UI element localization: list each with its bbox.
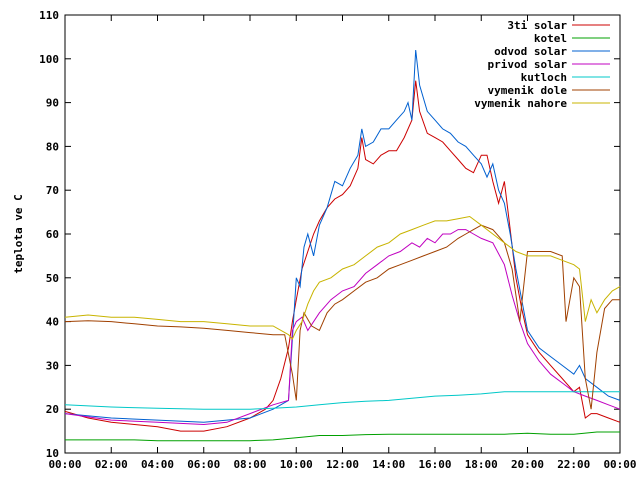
x-tick-label: 04:00 xyxy=(141,458,174,471)
y-tick-label: 90 xyxy=(46,97,59,110)
y-tick-label: 60 xyxy=(46,228,59,241)
y-tick-label: 100 xyxy=(39,53,59,66)
legend-label: kotel xyxy=(534,32,567,45)
legend-label: privod solar xyxy=(488,58,568,71)
x-tick-label: 00:00 xyxy=(48,458,81,471)
x-tick-label: 18:00 xyxy=(465,458,498,471)
series-line-odvod-solar xyxy=(64,49,621,423)
x-tick-label: 22:00 xyxy=(557,458,590,471)
x-tick-label: 02:00 xyxy=(95,458,128,471)
series-line-3ti-solar xyxy=(64,80,621,432)
x-tick-label: 08:00 xyxy=(233,458,266,471)
x-tick-label: 16:00 xyxy=(418,458,451,471)
series-line-vymenik-nahore xyxy=(64,215,621,341)
x-tick-label: 10:00 xyxy=(280,458,313,471)
legend-label: 3ti solar xyxy=(507,19,567,32)
legend-label: vymenik nahore xyxy=(474,97,567,110)
y-tick-label: 40 xyxy=(46,316,59,329)
y-tick-label: 30 xyxy=(46,359,59,372)
legend-label: odvod solar xyxy=(494,45,567,58)
x-tick-label: 06:00 xyxy=(187,458,220,471)
y-tick-label: 70 xyxy=(46,184,59,197)
y-tick-label: 20 xyxy=(46,403,59,416)
x-tick-label: 14:00 xyxy=(372,458,405,471)
legend-label: vymenik dole xyxy=(488,84,568,97)
series-line-kotel xyxy=(65,431,620,442)
x-tick-label: 12:00 xyxy=(326,458,359,471)
series-line-kutloch xyxy=(64,391,620,410)
series-line-privod-solar xyxy=(64,229,621,426)
y-tick-label: 10 xyxy=(46,447,59,460)
series-layer xyxy=(64,49,621,442)
legend-label: kutloch xyxy=(521,71,567,84)
y-tick-label: 50 xyxy=(46,272,59,285)
series-line-vymenik-dole xyxy=(64,224,620,410)
x-axis: 00:00 02:00 04:00 06:00 08:00 10:00 12:00 14:00… xyxy=(48,15,637,471)
x-tick-label: 00:00 xyxy=(603,458,636,471)
y-tick-label: 80 xyxy=(46,140,59,153)
x-tick-label: 20:00 xyxy=(511,458,544,471)
y-tick-label: 110 xyxy=(39,9,59,22)
y-axis-label: teplota ve C xyxy=(12,194,25,273)
